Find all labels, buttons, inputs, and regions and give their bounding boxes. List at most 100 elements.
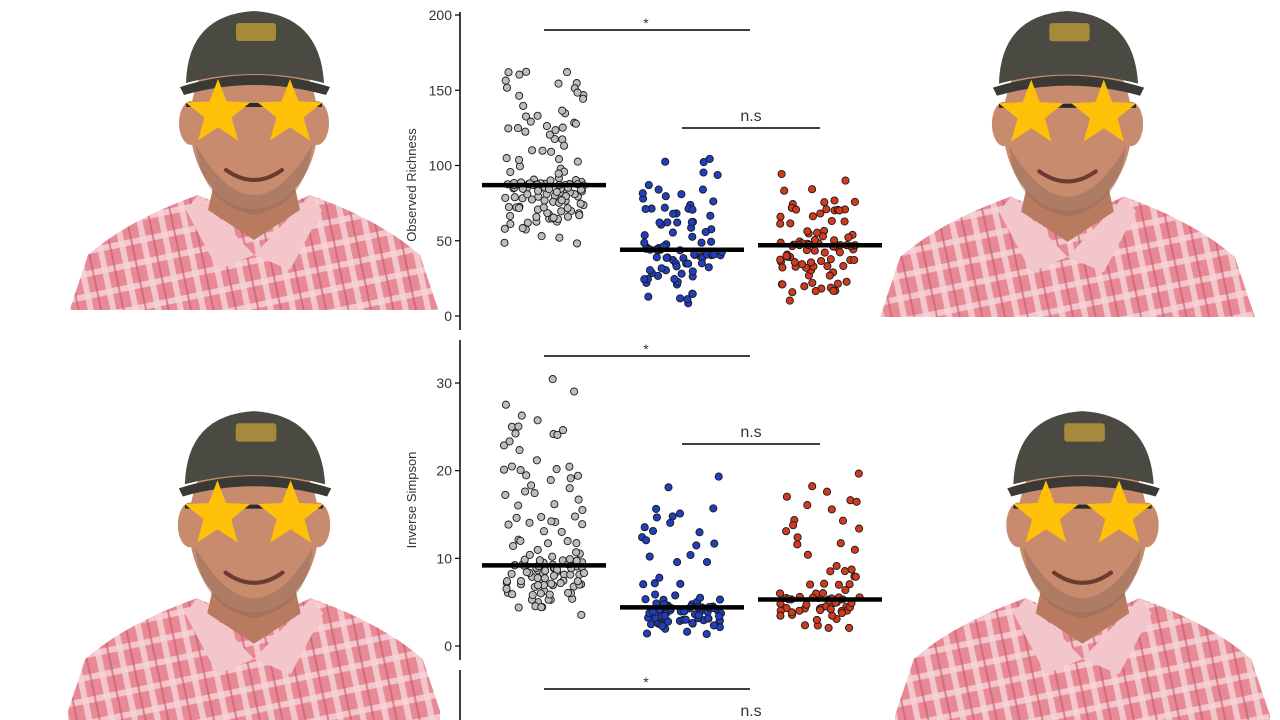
data-point bbox=[549, 213, 558, 222]
data-point bbox=[641, 595, 650, 604]
data-point bbox=[817, 256, 826, 266]
significance-label: n.s bbox=[740, 108, 761, 125]
data-point bbox=[832, 561, 841, 571]
data-point bbox=[800, 621, 810, 630]
star-glasses-right-icon bbox=[1086, 480, 1152, 543]
data-point bbox=[576, 199, 585, 208]
data-point bbox=[714, 612, 724, 621]
data-point bbox=[644, 181, 653, 190]
collar-left-shape bbox=[1013, 598, 1083, 675]
data-point bbox=[502, 577, 512, 586]
data-point bbox=[664, 483, 673, 492]
cap-shape bbox=[1013, 411, 1154, 485]
data-point bbox=[564, 588, 573, 597]
data-point bbox=[671, 591, 680, 600]
data-point bbox=[510, 193, 519, 202]
cap-shape bbox=[184, 411, 326, 485]
data-point bbox=[681, 615, 690, 624]
data-point bbox=[829, 286, 838, 295]
data-point bbox=[666, 518, 675, 527]
data-point bbox=[677, 190, 686, 199]
y-tick-label: 10 bbox=[436, 550, 452, 566]
y-tick-label: 100 bbox=[429, 158, 453, 174]
data-point bbox=[702, 557, 712, 567]
data-point bbox=[676, 294, 685, 303]
data-point bbox=[652, 253, 661, 262]
data-point bbox=[578, 505, 587, 515]
data-point bbox=[574, 495, 583, 504]
data-point bbox=[504, 124, 513, 133]
data-point bbox=[515, 91, 524, 100]
data-point bbox=[670, 275, 679, 284]
data-point bbox=[714, 472, 723, 481]
data-point bbox=[552, 187, 561, 196]
data-point bbox=[550, 500, 559, 509]
cap-logo-shape bbox=[236, 23, 276, 41]
data-point bbox=[511, 429, 520, 438]
data-point bbox=[845, 623, 854, 632]
data-point bbox=[686, 550, 695, 560]
y-tick-label: 0 bbox=[444, 638, 452, 654]
data-point bbox=[699, 168, 708, 177]
data-point bbox=[547, 147, 556, 156]
cap-brim-shape bbox=[180, 75, 330, 95]
data-point bbox=[516, 577, 526, 586]
y-tick-label: 200 bbox=[429, 7, 453, 23]
y-tick-label: 30 bbox=[436, 375, 452, 391]
data-point bbox=[578, 520, 587, 529]
star-glasses-left-icon bbox=[998, 79, 1064, 142]
data-point bbox=[502, 584, 511, 593]
data-point bbox=[507, 569, 516, 578]
data-point bbox=[786, 219, 795, 228]
data-point bbox=[501, 400, 510, 409]
data-point bbox=[558, 123, 567, 132]
data-point bbox=[577, 610, 586, 619]
data-point bbox=[844, 233, 853, 242]
data-point bbox=[820, 579, 829, 588]
data-point bbox=[515, 70, 524, 79]
data-point bbox=[792, 205, 801, 214]
data-point bbox=[826, 605, 835, 614]
data-point bbox=[696, 593, 705, 602]
data-point bbox=[504, 202, 513, 212]
data-point bbox=[533, 581, 543, 590]
data-point bbox=[780, 186, 789, 195]
data-point bbox=[850, 545, 859, 554]
data-point bbox=[518, 224, 527, 233]
data-point bbox=[554, 169, 563, 178]
data-point bbox=[808, 185, 817, 194]
beard-shape bbox=[1023, 547, 1142, 619]
cap-logo-shape bbox=[1064, 423, 1105, 442]
data-point bbox=[556, 579, 565, 588]
data-point bbox=[651, 590, 660, 599]
data-point bbox=[535, 556, 544, 565]
y-tick-label: 150 bbox=[429, 82, 453, 98]
data-point bbox=[669, 209, 678, 218]
data-point bbox=[782, 527, 791, 536]
data-point bbox=[701, 227, 710, 237]
data-point bbox=[661, 192, 670, 201]
data-point bbox=[835, 248, 844, 257]
data-point bbox=[514, 501, 523, 510]
data-point bbox=[501, 490, 510, 499]
data-point bbox=[850, 197, 859, 206]
data-point bbox=[572, 239, 582, 248]
cap-brim-shape bbox=[178, 476, 332, 497]
presenter-photo-bottom-left bbox=[68, 405, 440, 720]
data-point bbox=[512, 513, 521, 522]
cap-brim-shape bbox=[1007, 476, 1160, 497]
data-point bbox=[545, 590, 554, 599]
data-point bbox=[715, 595, 725, 604]
data-point bbox=[776, 611, 785, 620]
cap-shape bbox=[998, 11, 1139, 84]
data-point bbox=[808, 278, 817, 287]
data-point bbox=[562, 68, 572, 77]
shirt-shape bbox=[68, 598, 440, 720]
beard-shape bbox=[195, 547, 313, 619]
data-point bbox=[652, 504, 661, 513]
data-point bbox=[537, 512, 546, 522]
cap-logo-shape bbox=[235, 423, 277, 442]
data-point bbox=[694, 611, 703, 620]
data-point bbox=[557, 527, 566, 536]
